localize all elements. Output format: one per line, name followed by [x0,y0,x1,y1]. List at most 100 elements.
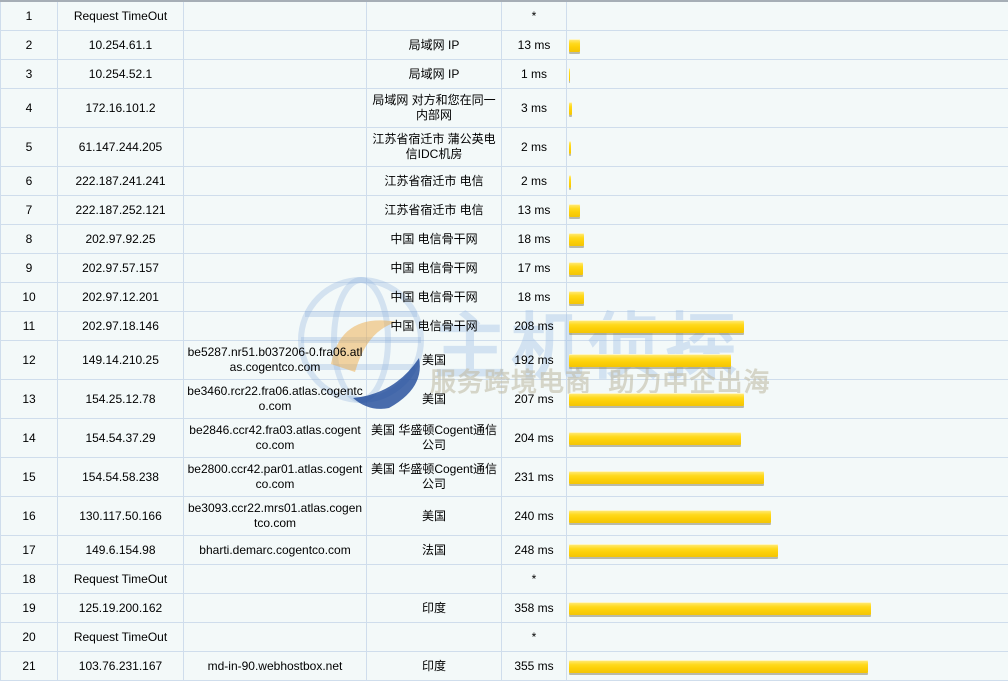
latency-value: 2 ms [520,173,547,188]
table-row: 6 222.187.241.241 江苏省宿迁市 电信 2 ms [0,167,1008,196]
latency-bar-cell [567,283,1008,311]
ip-address-cell: 149.6.154.98 [58,536,184,564]
hop-number-cell: 13 [1,380,58,418]
hostname-cell [184,565,367,593]
latency-bar [569,101,572,115]
latency-bar-cell [567,594,1008,622]
latency-bar [569,261,583,275]
hop-number-cell: 16 [1,497,58,535]
location-cell: 美国 [367,497,502,535]
hostname-cell [184,89,367,127]
ip-address: 202.97.57.157 [82,260,159,275]
table-row: 9 202.97.57.157 中国 电信骨干网 17 ms [0,254,1008,283]
ip-address: 10.254.52.1 [88,66,153,81]
ip-address: 202.97.12.201 [82,289,159,304]
table-row: 1 Request TimeOut * [0,2,1008,31]
location-cell: 美国 华盛顿Cogent通信公司 [367,419,502,457]
hop-number: 18 [22,571,36,586]
latency-bar [569,392,744,406]
latency-bar-cell [567,341,1008,379]
latency-value: 240 ms [514,508,554,523]
hop-number: 15 [22,469,36,484]
location: 法国 [421,542,446,557]
hop-number-cell: 1 [1,2,58,30]
table-row: 11 202.97.18.146 中国 电信骨干网 208 ms [0,312,1008,341]
hop-number-cell: 5 [1,128,58,166]
latency-bar-cell [567,167,1008,195]
latency-bar-cell [567,225,1008,253]
hop-number: 20 [22,629,36,644]
ip-address-cell: 222.187.252.121 [58,196,184,224]
location-cell: 法国 [367,536,502,564]
location-cell [367,623,502,651]
hostname: be3460.rcr22.fra06.atlas.cogentco.com [187,384,363,413]
ip-address: 154.54.58.238 [82,469,159,484]
hop-number: 11 [22,318,36,333]
location-cell: 美国 华盛顿Cogent通信公司 [367,458,502,496]
latency-cell: 18 ms [502,283,567,311]
location-cell: 印度 [367,594,502,622]
ip-address-cell: 222.187.241.241 [58,167,184,195]
latency-bar-cell [567,2,1008,30]
ip-address: 10.254.61.1 [88,37,153,52]
latency-bar [569,431,741,445]
hop-number: 6 [25,173,33,188]
ip-address-cell: 202.97.18.146 [58,312,184,340]
hop-number: 3 [25,66,33,81]
table-row: 10 202.97.12.201 中国 电信骨干网 18 ms [0,283,1008,312]
latency-cell: 17 ms [502,254,567,282]
location: 中国 电信骨干网 [390,318,478,333]
hop-number: 13 [22,391,36,406]
hostname-cell: be5287.nr51.b037206-0.fra06.atlas.cogent… [184,341,367,379]
location-cell: 中国 电信骨干网 [367,283,502,311]
hop-number-cell: 3 [1,60,58,88]
latency-cell: * [502,623,567,651]
hostname-cell [184,225,367,253]
ip-address: 202.97.18.146 [82,318,159,333]
location-cell: 中国 电信骨干网 [367,254,502,282]
location-cell [367,565,502,593]
hostname-cell [184,283,367,311]
ip-address-cell: 172.16.101.2 [58,89,184,127]
latency-bar [569,543,778,557]
latency-bar-cell [567,565,1008,593]
latency-bar-cell [567,380,1008,418]
ip-address-cell: Request TimeOut [58,565,184,593]
latency-value: 207 ms [514,391,554,406]
location: 中国 电信骨干网 [390,289,478,304]
hop-number-cell: 17 [1,536,58,564]
ip-address: 125.19.200.162 [78,600,163,615]
location: 局域网 IP [408,66,460,81]
hostname-cell [184,60,367,88]
location: 美国 [421,391,446,406]
hop-number: 1 [25,8,33,23]
ip-address-cell: 202.97.92.25 [58,225,184,253]
ip-address: 149.14.210.25 [82,352,159,367]
hop-number-cell: 2 [1,31,58,59]
location-cell: 美国 [367,341,502,379]
location-cell: 江苏省宿迁市 蒲公英电信IDC机房 [367,128,502,166]
ip-address: 222.187.241.241 [75,173,166,188]
hostname-cell [184,312,367,340]
latency-bar-cell [567,419,1008,457]
latency-cell: 248 ms [502,536,567,564]
hostname-cell [184,167,367,195]
table-row: 19 125.19.200.162 印度 358 ms [0,594,1008,623]
ip-address: 222.187.252.121 [75,202,166,217]
table-row: 12 149.14.210.25 be5287.nr51.b037206-0.f… [0,341,1008,380]
ip-address: Request TimeOut [73,629,168,644]
table-row: 8 202.97.92.25 中国 电信骨干网 18 ms [0,225,1008,254]
latency-cell: 13 ms [502,31,567,59]
ip-address: 154.25.12.78 [85,391,156,406]
location-cell: 江苏省宿迁市 电信 [367,196,502,224]
latency-bar-cell [567,128,1008,166]
latency-bar [569,203,580,217]
hostname: be3093.ccr22.mrs01.atlas.cogentco.com [187,501,363,530]
latency-bar [569,232,584,246]
hop-number: 12 [22,352,36,367]
ip-address-cell: 154.54.58.238 [58,458,184,496]
ip-address-cell: 202.97.57.157 [58,254,184,282]
latency-bar-cell [567,536,1008,564]
table-row: 15 154.54.58.238 be2800.ccr42.par01.atla… [0,458,1008,497]
